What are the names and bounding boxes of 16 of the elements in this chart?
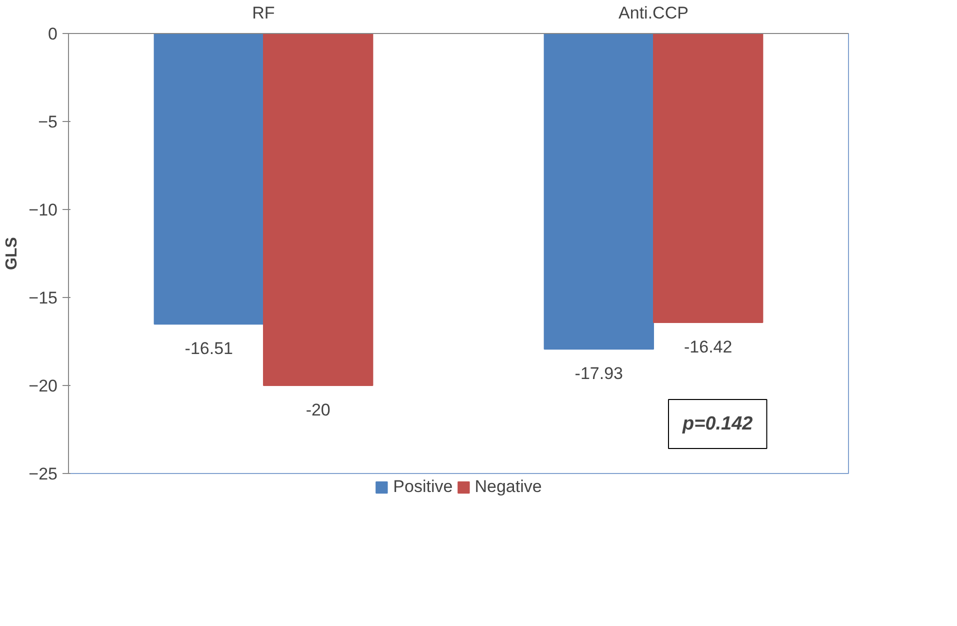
data-label: -20 — [306, 400, 330, 420]
y-tick-label: −25 — [28, 464, 58, 484]
annotation: p=0.142 — [682, 414, 754, 434]
y-tick-label: −20 — [28, 376, 58, 396]
y-tick-label: −15 — [28, 288, 58, 308]
data-label: -17.93 — [574, 364, 623, 384]
y-axis-title: GLS — [4, 236, 21, 270]
x-tick-label: RF — [252, 4, 275, 22]
y-tick-label: −10 — [28, 200, 58, 220]
legend-label: Negative — [474, 477, 542, 497]
data-label: -16.51 — [184, 339, 233, 358]
x-tick-label: Anti.CCP — [618, 4, 688, 22]
y-tick-label: 0 — [48, 24, 58, 44]
legend-label: Positive — [393, 477, 453, 497]
data-label: -16.42 — [684, 337, 732, 356]
y-tick-label: −5 — [38, 112, 58, 132]
